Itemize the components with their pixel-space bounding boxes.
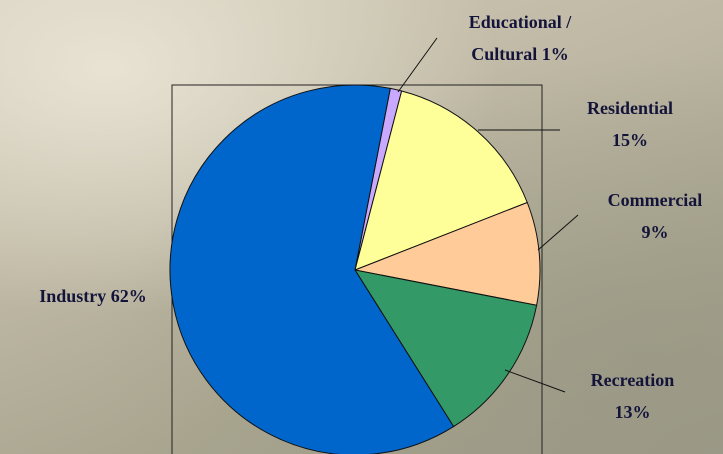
leader-line xyxy=(505,370,565,392)
value-label: 1% xyxy=(542,44,569,64)
category-label: Commercial xyxy=(608,190,703,210)
category-label: Recreation xyxy=(591,370,675,390)
slice-label: Educational / Cultural 1% xyxy=(440,6,600,70)
slice-label: Residential 15% xyxy=(560,92,700,156)
slide: Educational / Cultural 1% Residential 15% C… xyxy=(0,0,723,454)
leader-line xyxy=(398,38,437,92)
value-label: 9% xyxy=(580,216,723,248)
value-label: 15% xyxy=(560,124,700,156)
slice-label: Industry 62% xyxy=(8,280,178,312)
value-label: 62% xyxy=(111,286,147,306)
category-label: Residential xyxy=(587,98,673,118)
category-label: Industry xyxy=(39,286,106,306)
leader-line xyxy=(538,215,578,250)
slice-label: Commercial 9% xyxy=(580,184,723,248)
value-label: 13% xyxy=(565,396,700,428)
slice-label: Recreation 13% xyxy=(565,364,700,428)
